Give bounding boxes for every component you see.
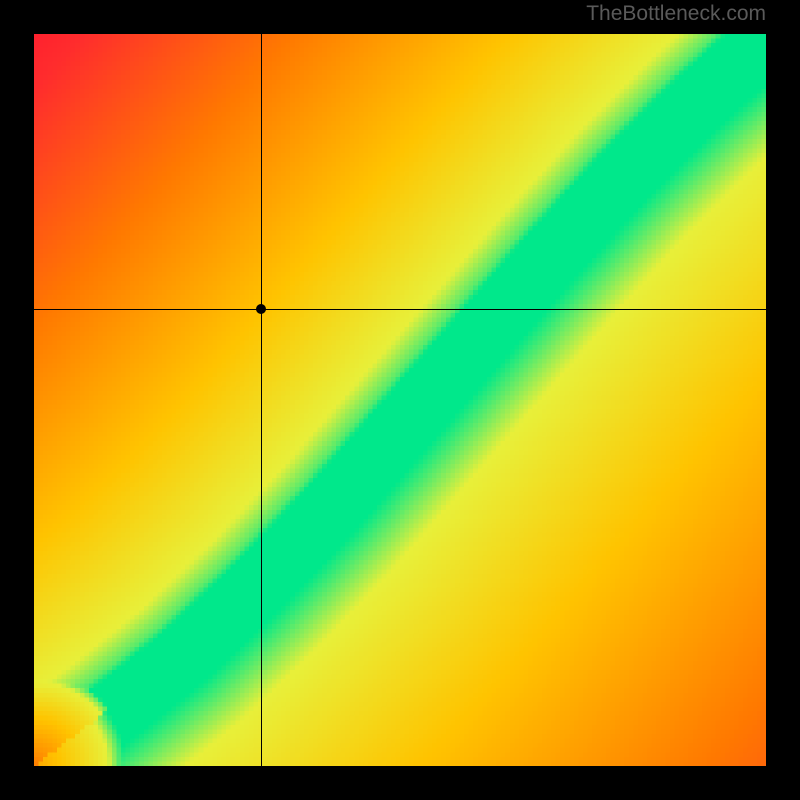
crosshair-horizontal [34, 309, 766, 310]
plot-area [34, 34, 766, 766]
chart-container: TheBottleneck.com [0, 0, 800, 800]
bottleneck-heatmap [34, 34, 766, 766]
watermark-text: TheBottleneck.com [586, 2, 766, 26]
crosshair-vertical [261, 34, 262, 766]
crosshair-marker-dot [256, 304, 266, 314]
